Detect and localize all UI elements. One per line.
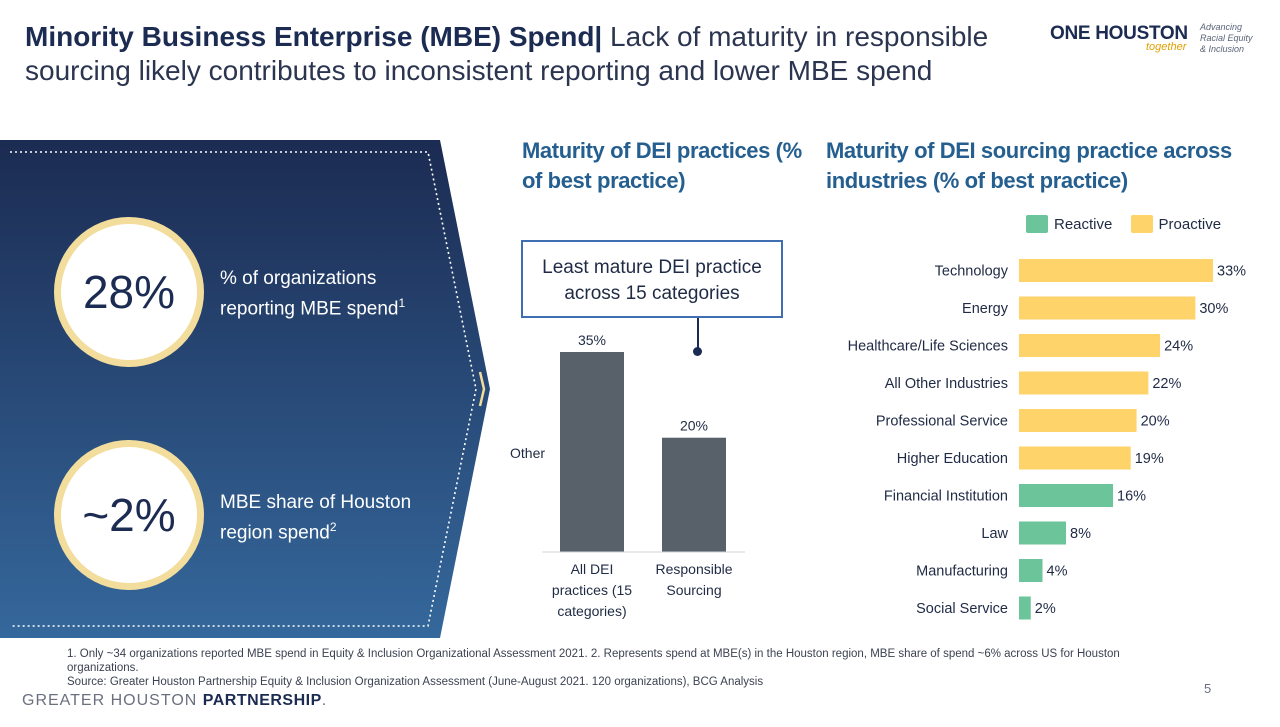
logo-houston: HOUSTON: [1095, 23, 1188, 44]
chart1-bar: [560, 352, 624, 552]
brand-suffix: .: [321, 692, 328, 709]
legend-label-reactive: Reactive: [1054, 215, 1113, 233]
chart2-bar: [1019, 371, 1149, 395]
chart2-legend: Reactive Proactive: [1026, 215, 1235, 234]
kpi-panel: 28% % of organizations reporting MBE spe…: [0, 140, 490, 638]
legend-swatch-proactive: [1130, 215, 1153, 234]
chart2-bar: [1019, 521, 1067, 545]
chart2-bar: [1019, 484, 1114, 507]
brand-prefix: GREATER HOUSTON: [22, 692, 203, 709]
chart2-data-label: 20%: [1141, 414, 1170, 430]
chart1-data-label: 20%: [680, 418, 708, 434]
logo-side-text: Advancing Racial Equity & Inclusion: [1200, 22, 1253, 55]
logo-side-line: & Inclusion: [1200, 44, 1245, 54]
logo-side-line: Racial Equity: [1200, 33, 1253, 43]
footnotes: 1. Only ~34 organizations reported MBE s…: [67, 647, 1187, 689]
industry-sourcing-bar-chart: Technology 33% Energy 30% Healthcare/Life Sc…: [848, 259, 1246, 620]
legend-swatch-reactive: [1026, 215, 1048, 234]
brand-footer: GREATER HOUSTON PARTNERSHIP.: [22, 692, 327, 710]
chart1-category-label: All DEI practices (15 categories): [552, 561, 632, 619]
source-text: Source: Greater Houston Partnership Equi…: [67, 676, 764, 688]
chart2-bar: [1019, 296, 1196, 320]
chart2-data-label: 4%: [1047, 564, 1068, 580]
chart2-category-label: All Other Industries: [885, 376, 1008, 392]
logo-together: together: [1146, 41, 1187, 53]
chart2-data-label: 22%: [1152, 376, 1181, 392]
kpi-label-text: MBE share of Houston region spend: [220, 492, 412, 544]
title-subtitle: Lack of maturity in responsible sourcing…: [25, 21, 989, 86]
dei-practices-bar-chart: 35% 20% Other All DEI practices (15 categorie…: [510, 332, 745, 619]
chart2-bar: [1019, 559, 1043, 582]
chart2-bar: [1019, 334, 1161, 357]
chart1-category-label: Responsible Sourcing: [655, 561, 732, 598]
chart2-data-label: 24%: [1164, 339, 1193, 355]
chart2-data-label: 33%: [1217, 264, 1246, 280]
page-title: Minority Business Enterprise (MBE) Spend…: [25, 20, 1025, 88]
chart1-data-label: 35%: [578, 332, 606, 348]
chart1-bar: [662, 437, 726, 552]
kpi-label-share: MBE share of Houston region spend2: [220, 490, 450, 545]
chart2-category-label: Technology: [935, 264, 1009, 280]
chart2-data-label: 2%: [1035, 601, 1056, 617]
legend-label-proactive: Proactive: [1158, 215, 1222, 233]
page-number: 5: [1204, 681, 1212, 696]
chart2-category-label: Energy: [962, 301, 1009, 317]
chart2-bar: [1019, 409, 1137, 432]
chart2-bar: [1019, 259, 1213, 282]
callout-connector: [697, 318, 699, 351]
chart2-category-label: Law: [981, 526, 1008, 542]
footnote-marker: 2: [329, 520, 337, 534]
title-bold: Minority Business Enterprise (MBE) Spend…: [25, 21, 603, 52]
one-houston-logo: ONE HOUSTON together Advancing Racial Eq…: [1050, 20, 1265, 60]
kpi-circle-share: ~2%: [54, 440, 204, 590]
brand-strong: PARTNERSHIP: [202, 692, 322, 709]
kpi-label-reporting: % of organizations reporting MBE spend1: [220, 266, 450, 321]
logo-wordmark: ONE HOUSTON: [1050, 23, 1188, 45]
chart2-data-label: 30%: [1199, 301, 1228, 317]
chart2-category-label: Manufacturing: [916, 564, 1008, 580]
chart2-bar: [1019, 446, 1131, 470]
chart2-category-label: Healthcare/Life Sciences: [848, 339, 1008, 355]
callout-dot: [693, 347, 702, 356]
chart2-category-label: Higher Education: [897, 451, 1008, 467]
kpi-circle-reporting: 28%: [54, 217, 204, 367]
chart2-bar: [1019, 596, 1031, 620]
chart2-data-label: 8%: [1070, 526, 1091, 542]
chart2-title: Maturity of DEI sourcing practice across…: [826, 138, 1232, 193]
chart1-title: Maturity of DEI practices (% of best pra…: [522, 138, 802, 193]
kpi-label-text: % of organizations reporting MBE spend: [220, 268, 399, 320]
chart2-category-label: Financial Institution: [884, 489, 1008, 505]
logo-one: ONE: [1050, 23, 1091, 44]
logo-side-line: Advancing: [1200, 22, 1243, 32]
chart1-side-label: Other: [510, 445, 545, 461]
callout-box: Least mature DEI practice across 15 cate…: [521, 240, 783, 318]
footnote-marker: 1: [398, 296, 406, 310]
chart2-data-label: 16%: [1117, 489, 1146, 505]
chart2-data-label: 19%: [1135, 451, 1164, 467]
chart2-category-label: Professional Service: [876, 414, 1008, 430]
footnote-text: 1. Only ~34 organizations reported MBE s…: [67, 648, 1120, 674]
chart2-category-label: Social Service: [916, 601, 1008, 617]
